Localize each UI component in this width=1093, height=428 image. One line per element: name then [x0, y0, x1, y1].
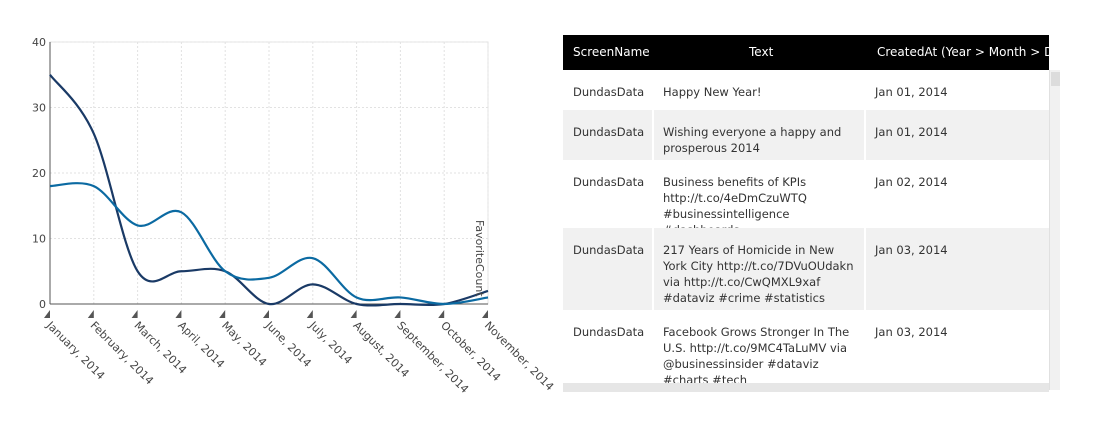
column-separator [652, 228, 654, 310]
category-marker [219, 310, 226, 318]
y-tick-label: 0 [39, 298, 46, 311]
table-row[interactable]: DundasData Happy New Year! Jan 01, 2014 [563, 70, 1049, 110]
cell-created: Jan 01, 2014 [875, 125, 948, 139]
column-header-text[interactable]: Text [749, 45, 774, 59]
category-marker [44, 310, 50, 318]
y-axis-title: FavoriteCount [473, 220, 486, 297]
tweet-table: ScreenName Text CreatedAt (Year > Month … [563, 35, 1060, 395]
category-marker [306, 310, 313, 318]
cell-screenname: DundasData [573, 175, 645, 189]
category-marker [87, 310, 94, 318]
line-chart: 0 10 20 30 40 January, 2014 February, 2014 Marc… [32, 36, 556, 396]
cell-screenname: DundasData [573, 325, 645, 339]
y-tick-label: 30 [32, 102, 46, 115]
y-tick-label: 20 [32, 167, 46, 180]
table-body: DundasData Happy New Year! Jan 01, 2014 … [563, 70, 1049, 390]
scrollbar-thumb[interactable] [1051, 72, 1060, 86]
table-header: ScreenName Text CreatedAt (Year > Month … [563, 35, 1060, 70]
vertical-scrollbar[interactable] [1049, 70, 1060, 390]
series-line-1 [49, 74, 489, 307]
cell-screenname: DundasData [573, 85, 645, 99]
column-separator [652, 110, 654, 160]
column-header-createdat[interactable]: CreatedAt (Year > Month > Day) [877, 45, 1060, 59]
cell-text: 217 Years of Homicide in New York City h… [663, 243, 854, 305]
category-marker [263, 310, 269, 318]
table-row[interactable]: DundasData Facebook Grows Stronger In Th… [563, 310, 1049, 390]
cell-created: Jan 03, 2014 [875, 325, 948, 339]
category-marker [350, 310, 357, 318]
y-tick-label: 10 [32, 233, 46, 246]
category-marker [175, 310, 182, 318]
cell-created: Jan 01, 2014 [875, 85, 948, 99]
cell-text: Business benefits of KPIs http://t.co/4e… [663, 175, 807, 237]
cell-screenname: DundasData [573, 125, 645, 139]
column-separator [864, 228, 866, 310]
column-header-screenname[interactable]: ScreenName [573, 45, 650, 59]
cell-text: Happy New Year! [663, 85, 762, 99]
cell-created: Jan 02, 2014 [875, 175, 948, 189]
cell-text: Facebook Grows Stronger In The U.S. http… [663, 325, 850, 387]
category-marker [131, 310, 138, 318]
table-row[interactable]: DundasData Wishing everyone a happy and … [563, 110, 1049, 160]
cell-screenname: DundasData [573, 243, 645, 257]
column-separator [864, 110, 866, 160]
horizontal-scrollbar[interactable] [563, 383, 1049, 392]
category-marker [394, 310, 401, 318]
table-row[interactable]: DundasData 217 Years of Homicide in New … [563, 228, 1049, 310]
cell-created: Jan 03, 2014 [875, 243, 948, 257]
x-category-label: June, 2014 [262, 318, 314, 370]
table-row[interactable]: DundasData Business benefits of KPIs htt… [563, 160, 1049, 237]
series-line-2 [49, 182, 489, 306]
y-tick-label: 40 [32, 36, 46, 49]
category-marker [438, 310, 445, 318]
category-marker [482, 310, 488, 318]
cell-text: Wishing everyone a happy and prosperous … [663, 125, 842, 155]
